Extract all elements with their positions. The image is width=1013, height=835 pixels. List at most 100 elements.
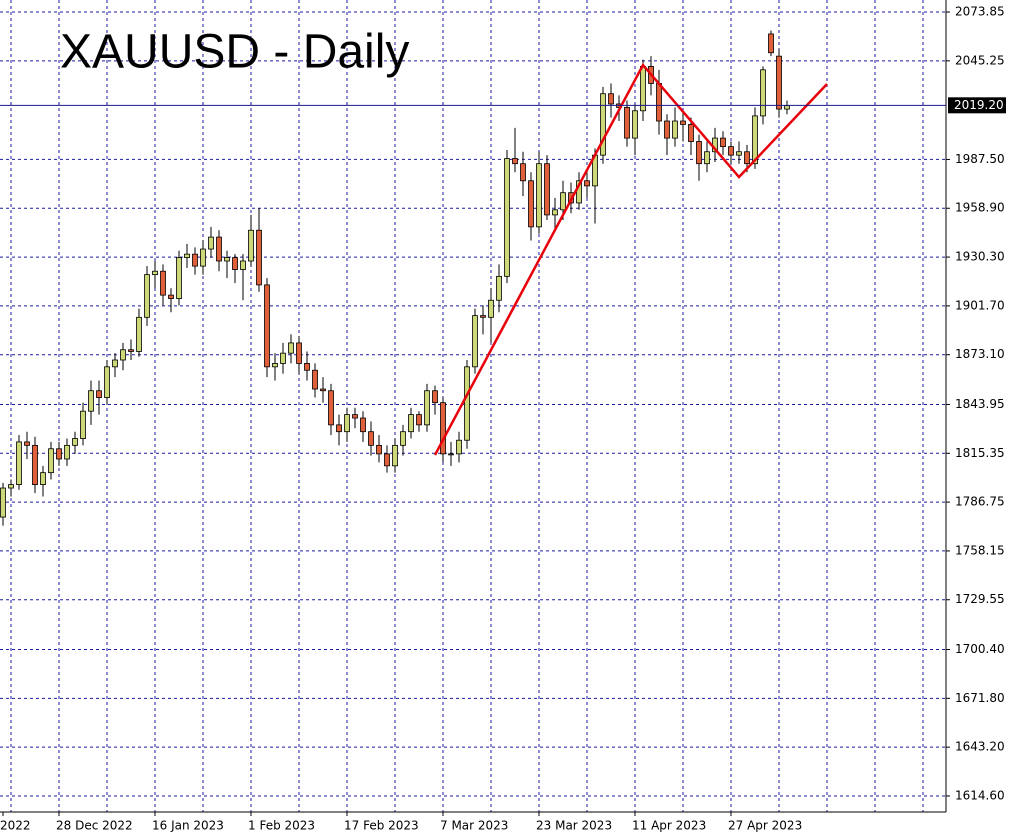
candle-body: [480, 315, 486, 318]
candle-body: [424, 390, 430, 426]
y-tick-label: 1758.15: [955, 543, 1005, 557]
candle-body: [760, 69, 766, 117]
x-tick-label: 7 Mar 2023: [440, 819, 508, 833]
candle-body: [536, 163, 542, 228]
candle-body: [304, 363, 310, 371]
candle-body: [0, 487, 6, 518]
candle-body: [144, 274, 150, 318]
candle-body: [296, 342, 302, 364]
candle-body: [256, 229, 262, 286]
current-price-label: 2019.20: [954, 98, 1004, 112]
marks: [0, 30, 828, 526]
candle-body: [632, 110, 638, 139]
candle-body: [448, 453, 454, 456]
candle-body: [720, 137, 726, 148]
candle-body: [680, 120, 686, 125]
candle-body: [96, 390, 102, 398]
candle-body: [32, 444, 38, 486]
candle-body: [672, 120, 678, 139]
candle-body: [544, 163, 550, 216]
candle-body: [472, 315, 478, 368]
candle-body: [440, 402, 446, 455]
y-tick-label: 1700.40: [955, 642, 1005, 656]
y-tick-label: 1729.55: [955, 592, 1005, 606]
candle-body: [8, 484, 14, 489]
candle-body: [264, 284, 270, 368]
grid: [0, 0, 946, 812]
candle-body: [272, 363, 278, 368]
candle-body: [728, 146, 734, 156]
y-tick-label: 1815.35: [955, 446, 1005, 460]
candle-body: [432, 390, 438, 404]
candle-body: [600, 93, 606, 156]
candle-body: [16, 441, 22, 486]
candle-body: [360, 417, 366, 433]
candle-body: [352, 414, 358, 419]
candle-body: [752, 115, 758, 165]
trendline: [433, 62, 828, 456]
candle-body: [704, 151, 710, 165]
candle-body: [504, 158, 510, 277]
y-tick-label: 1901.70: [955, 298, 1005, 312]
candle-body: [488, 299, 494, 318]
candle-body: [312, 369, 318, 390]
candle-body: [72, 438, 78, 446]
candle-body: [344, 414, 350, 433]
candle-body: [768, 33, 774, 54]
candle-body: [416, 414, 422, 426]
x-tick-label: 17 Feb 2023: [344, 819, 419, 833]
candle-body: [400, 431, 406, 446]
candle-body: [320, 388, 326, 392]
x-tick-label: 2022: [0, 819, 31, 833]
candle-body: [776, 55, 782, 110]
candle-body: [248, 229, 254, 262]
candle-body: [520, 163, 526, 182]
y-tick-label: 1958.90: [955, 201, 1005, 215]
candle-body: [64, 444, 70, 460]
candle-body: [200, 248, 206, 267]
x-tick-label: 1 Feb 2023: [248, 819, 315, 833]
candle-body: [120, 349, 126, 361]
candle-body: [152, 270, 158, 276]
candle-body: [136, 316, 142, 352]
candle-body: [376, 444, 382, 455]
candle-body: [744, 151, 750, 165]
candle-body: [224, 257, 230, 262]
candle-body: [88, 390, 94, 412]
candle-body: [336, 424, 342, 433]
chart-title: XAUUSD - Daily: [60, 26, 409, 79]
candle-body: [184, 253, 190, 258]
candle-body: [408, 414, 414, 433]
x-tick-label: 16 Jan 2023: [152, 819, 224, 833]
y-tick-label: 1643.20: [955, 740, 1005, 754]
candle-body: [464, 366, 470, 441]
current-price-box: [948, 97, 1006, 114]
y-tick-label: 1930.30: [955, 250, 1005, 264]
candle-body: [128, 349, 134, 352]
y-tick-label: 1786.75: [955, 495, 1005, 509]
candle-body: [656, 83, 662, 122]
candle-body: [176, 257, 182, 299]
candle-body: [208, 236, 214, 250]
candle-body: [168, 294, 174, 299]
y-tick-label: 2045.25: [955, 53, 1005, 67]
candle-body: [40, 472, 46, 486]
candle-body: [24, 441, 30, 446]
candle-body: [384, 453, 390, 467]
candle-body: [640, 66, 646, 112]
candle-body: [216, 236, 222, 262]
y-tick-label: 1614.60: [955, 788, 1005, 802]
candle-body: [696, 141, 702, 165]
candle-body: [688, 124, 694, 142]
candle-body: [512, 158, 518, 165]
y-tick-label: 1873.10: [955, 347, 1005, 361]
y-tick-label: 2073.85: [955, 5, 1005, 19]
candle-body: [240, 260, 246, 270]
candle-body: [496, 275, 502, 301]
y-tick-label: 1843.95: [955, 397, 1005, 411]
candle-body: [160, 270, 166, 296]
candle-body: [112, 359, 118, 368]
candle-body: [392, 444, 398, 467]
